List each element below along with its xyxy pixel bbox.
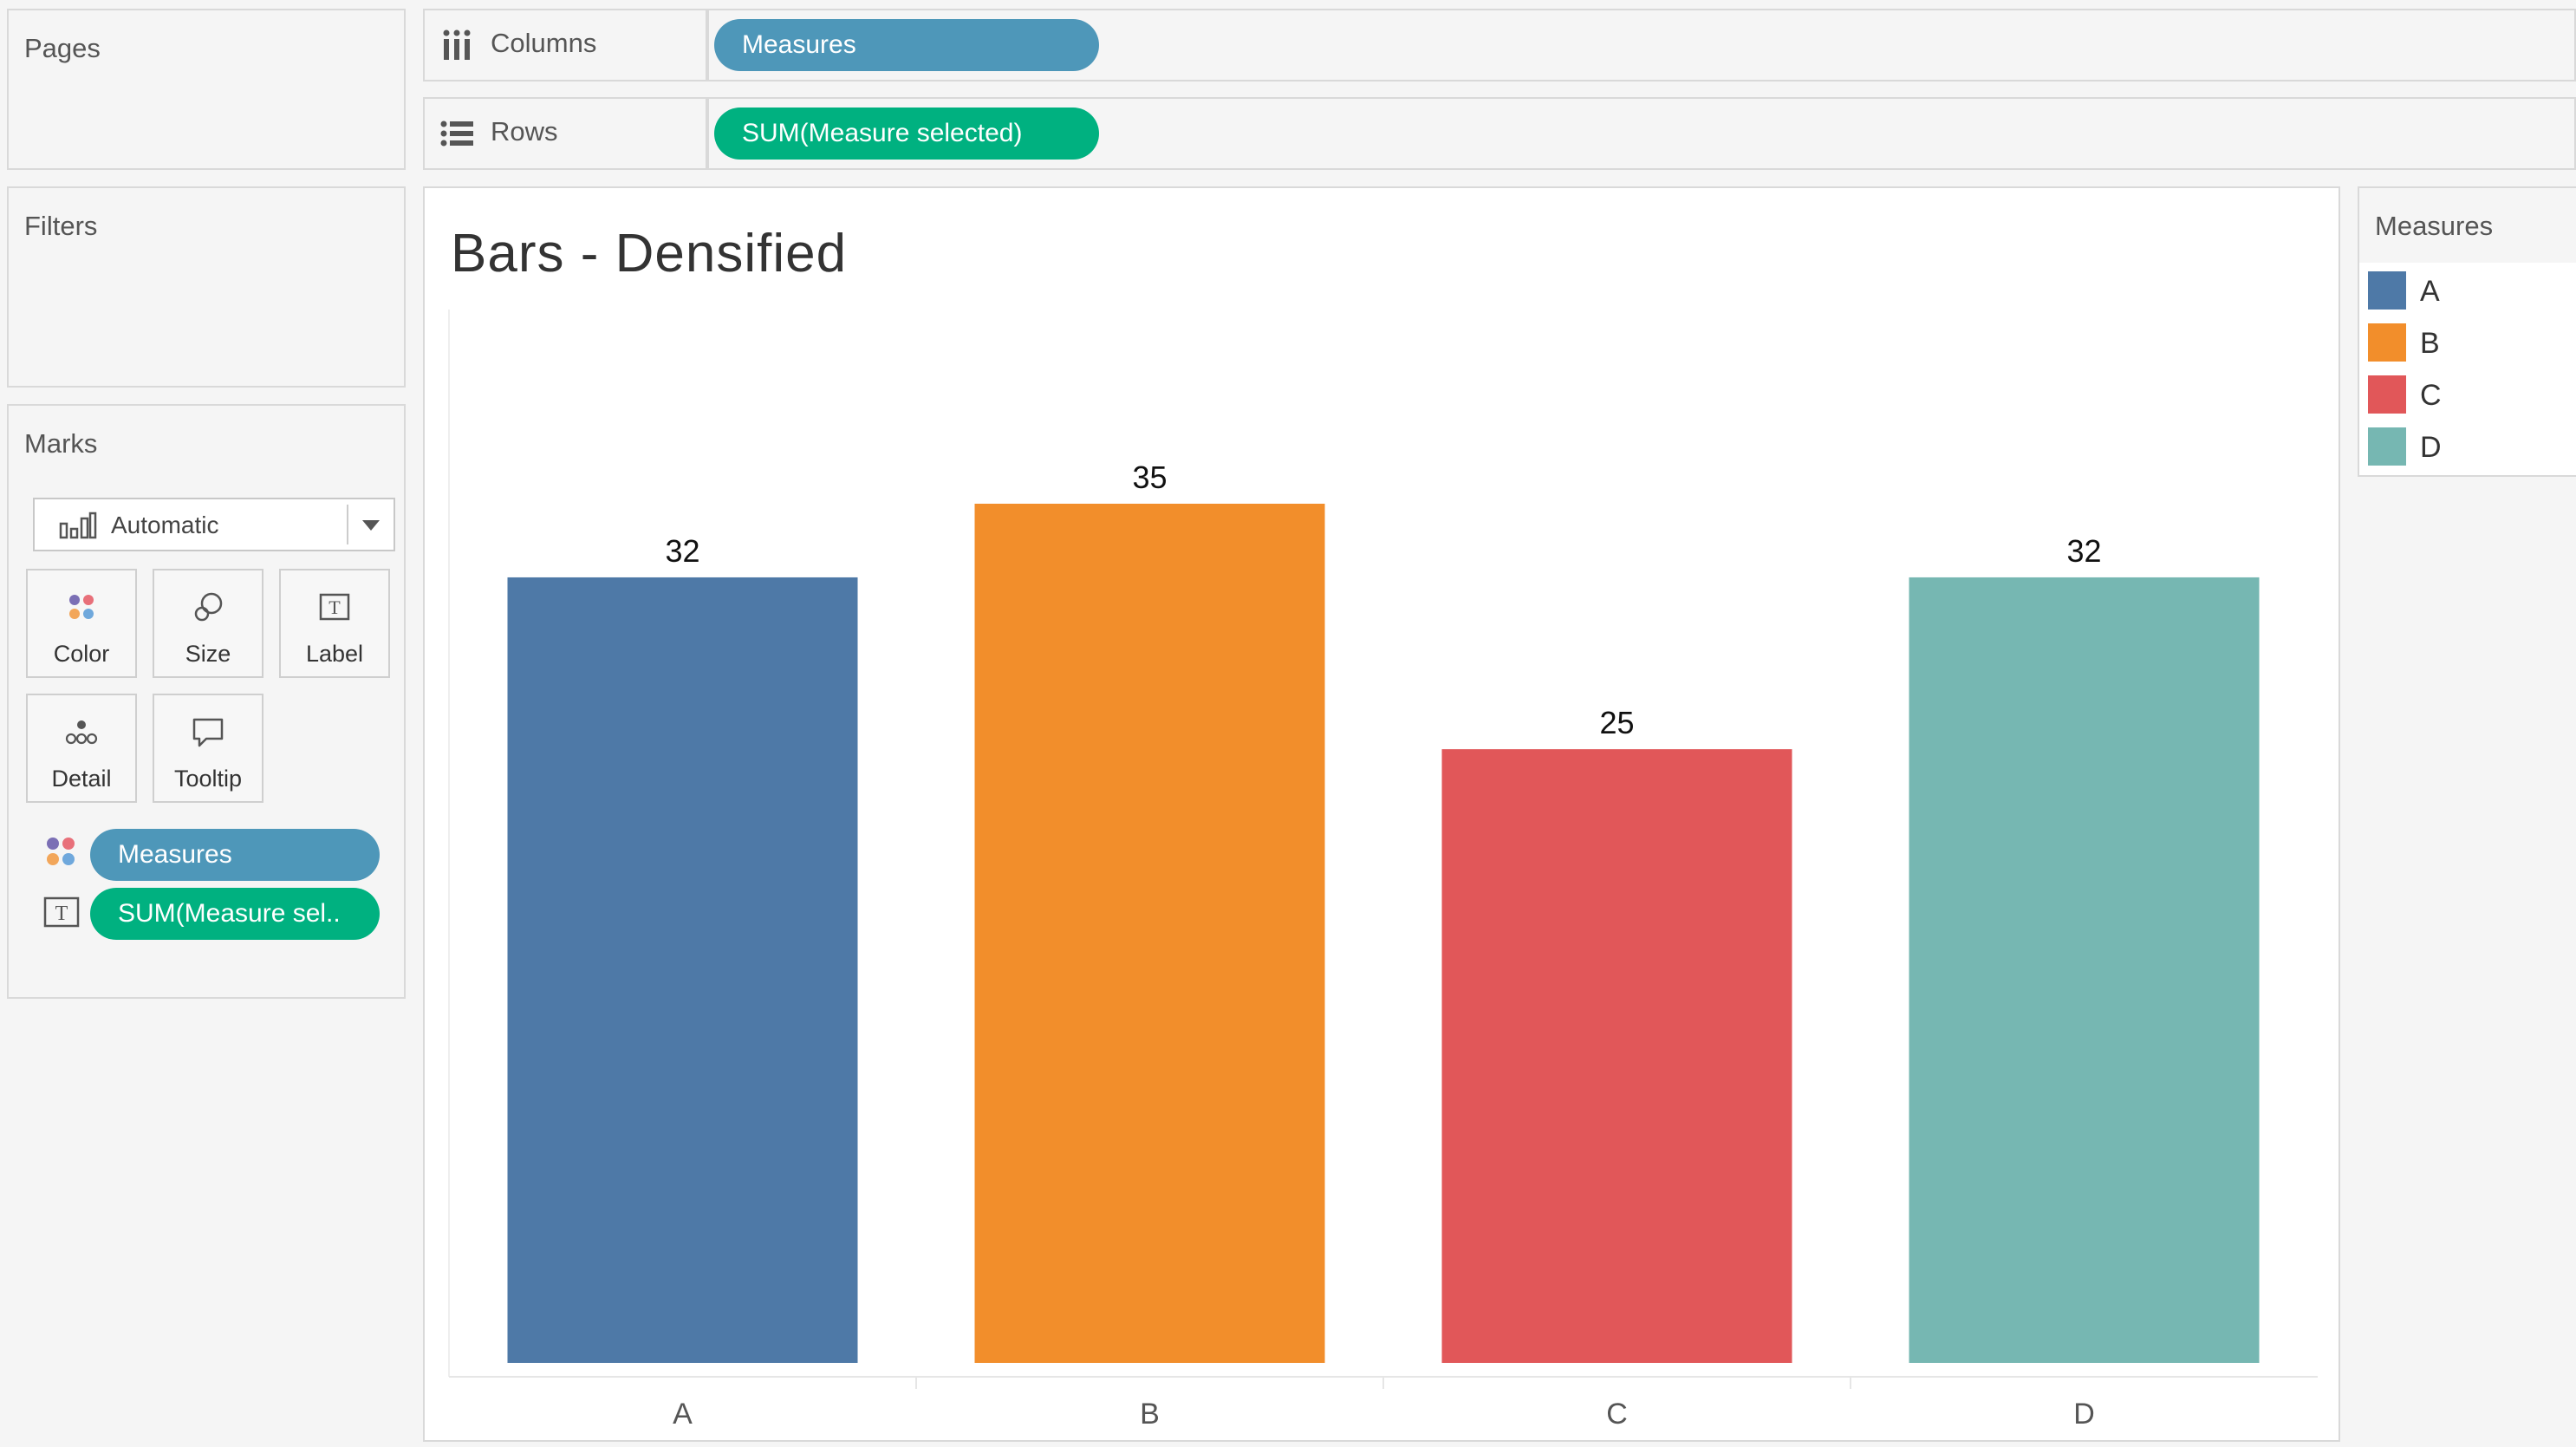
bar-chart-icon	[59, 512, 97, 539]
legend-swatch	[2368, 271, 2406, 310]
columns-shelf[interactable]: Measures	[707, 9, 2576, 81]
filters-shelf[interactable]: Filters	[7, 186, 406, 388]
x-tick-label: B	[1140, 1398, 1160, 1431]
label-icon: T	[43, 896, 80, 928]
legend-swatch	[2368, 375, 2406, 414]
pages-title: Pages	[24, 33, 101, 63]
color-button[interactable]: Color	[26, 569, 137, 678]
columns-measures-pill[interactable]: Measures	[714, 19, 1099, 71]
rows-sum-measure-pill[interactable]: SUM(Measure selected)	[714, 108, 1099, 160]
bar-b[interactable]	[974, 504, 1325, 1363]
x-tick-label: A	[673, 1398, 693, 1431]
detail-label: Detail	[51, 766, 112, 792]
x-tick-label: D	[2073, 1398, 2095, 1431]
color-icon	[47, 838, 75, 865]
legend-label: B	[2420, 327, 2440, 360]
columns-label: Columns	[491, 28, 597, 58]
legend-swatch	[2368, 427, 2406, 466]
mark-type-label: Automatic	[111, 512, 219, 538]
rows-shelf-label: Rows	[423, 97, 707, 170]
chevron-down-icon[interactable]	[362, 520, 380, 531]
detail-button[interactable]: Detail	[26, 694, 137, 803]
label-button[interactable]: T Label	[279, 569, 390, 678]
size-icon	[194, 592, 223, 622]
data-label: 35	[1132, 460, 1167, 495]
bar-c[interactable]	[1441, 749, 1792, 1363]
data-label: 32	[665, 533, 699, 569]
pages-shelf[interactable]: Pages	[7, 9, 406, 170]
legend-header-bg	[2359, 188, 2576, 263]
svg-text:T: T	[329, 596, 341, 618]
data-label: 32	[2066, 533, 2101, 569]
data-label: 25	[1599, 705, 1634, 740]
chart-title: Bars - Densified	[451, 224, 848, 284]
columns-icon	[443, 29, 471, 60]
size-button[interactable]: Size	[153, 569, 263, 678]
size-label: Size	[185, 641, 231, 667]
dropdown-separator	[347, 505, 348, 544]
legend-label: A	[2420, 275, 2440, 308]
rows-label: Rows	[491, 116, 558, 147]
color-label: Color	[53, 641, 110, 667]
legend-label: D	[2420, 431, 2442, 464]
color-icon	[69, 595, 94, 619]
rows-icon	[440, 121, 473, 147]
legend-swatch	[2368, 323, 2406, 362]
x-tick-label: C	[1606, 1398, 1628, 1431]
legend-label: C	[2420, 379, 2442, 412]
marks-title: Marks	[24, 428, 98, 459]
mark-type-dropdown[interactable]: Automatic	[33, 498, 395, 551]
svg-text:T: T	[55, 903, 68, 925]
marks-measures-pill[interactable]: Measures	[90, 829, 380, 881]
label-label: Label	[305, 641, 364, 667]
tooltip-label: Tooltip	[173, 766, 243, 792]
columns-shelf-label: Columns	[423, 9, 707, 81]
bar-d[interactable]	[1909, 577, 2260, 1363]
legend-title: Measures	[2375, 211, 2494, 241]
rows-shelf[interactable]: SUM(Measure selected)	[707, 97, 2576, 170]
label-icon: T	[319, 593, 350, 621]
bar-a[interactable]	[507, 577, 858, 1363]
tooltip-icon	[192, 718, 224, 747]
worksheet-view: Bars - Densified 32 A 35 B 25 C 32 D	[423, 186, 2340, 1442]
marks-card: Marks Automatic Color Size T	[7, 404, 406, 999]
bar-chart: 32 A 35 B 25 C 32 D	[448, 310, 2318, 1431]
tooltip-button[interactable]: Tooltip	[153, 694, 263, 803]
filters-title: Filters	[24, 211, 98, 241]
marks-sum-measure-pill[interactable]: SUM(Measure sel..	[90, 888, 380, 940]
detail-icon	[65, 720, 98, 745]
